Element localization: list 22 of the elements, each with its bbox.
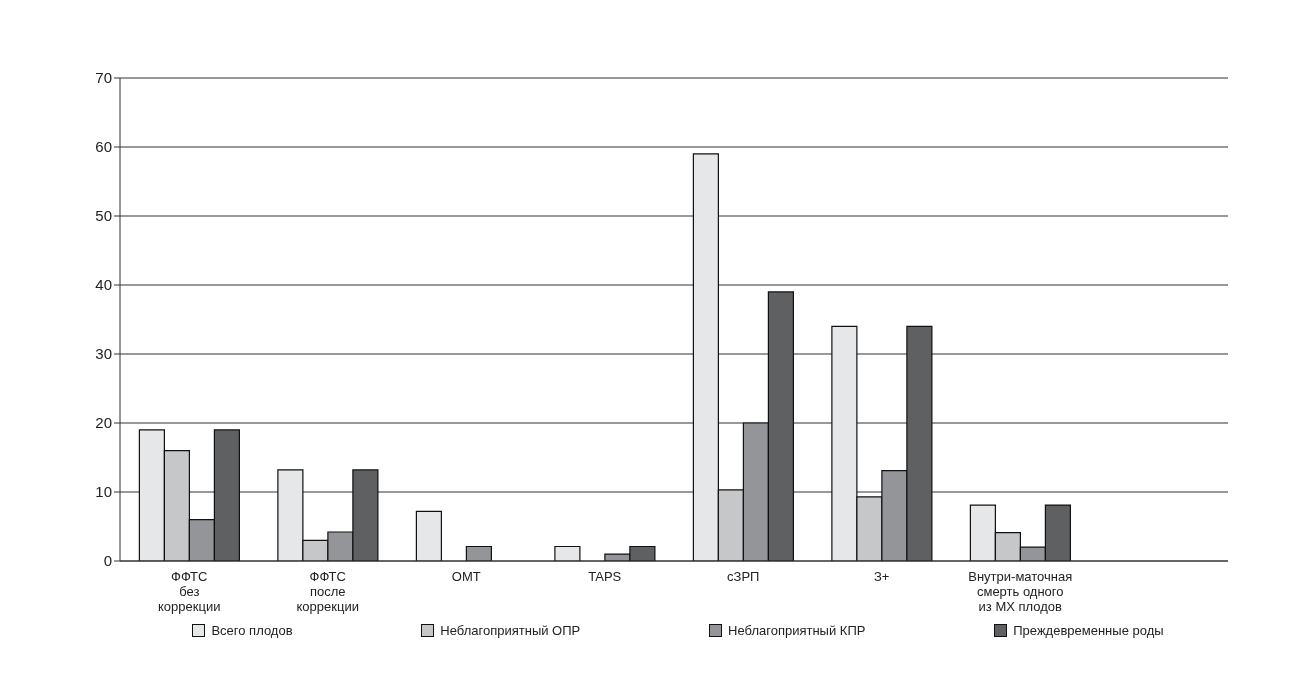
- x-tick-label: сЗРП: [727, 569, 760, 584]
- y-tick-label: 20: [95, 414, 112, 432]
- bar: [554, 545, 581, 561]
- y-tick-label: 10: [95, 483, 112, 501]
- x-tick-label: Внутри-маточная смерть одного из МХ плодов: [968, 569, 1073, 614]
- x-tick-label: ФФТС без коррекции: [158, 569, 221, 614]
- y-tick-label: 40: [95, 276, 112, 294]
- y-tick-label: 60: [95, 138, 112, 156]
- x-tick-label: ОМТ: [451, 569, 481, 584]
- legend-label: Преждевременные роды: [1012, 623, 1164, 638]
- legend-label: Всего плодов: [210, 623, 293, 638]
- y-tick-label: 50: [95, 207, 112, 225]
- x-tick-label: З+: [874, 569, 890, 584]
- y-tick-label: 70: [95, 69, 112, 87]
- legend-label: Неблагоприятный ОПР: [439, 623, 581, 638]
- x-tick-label: ФФТС после коррекции: [296, 569, 359, 614]
- y-tick-label: 30: [95, 345, 112, 363]
- bar: [465, 545, 492, 561]
- legend-label: Неблагоприятный КПР: [727, 623, 866, 638]
- x-tick-label: TAPS: [588, 569, 622, 584]
- bar: [415, 510, 442, 561]
- y-tick-label: 0: [103, 552, 112, 570]
